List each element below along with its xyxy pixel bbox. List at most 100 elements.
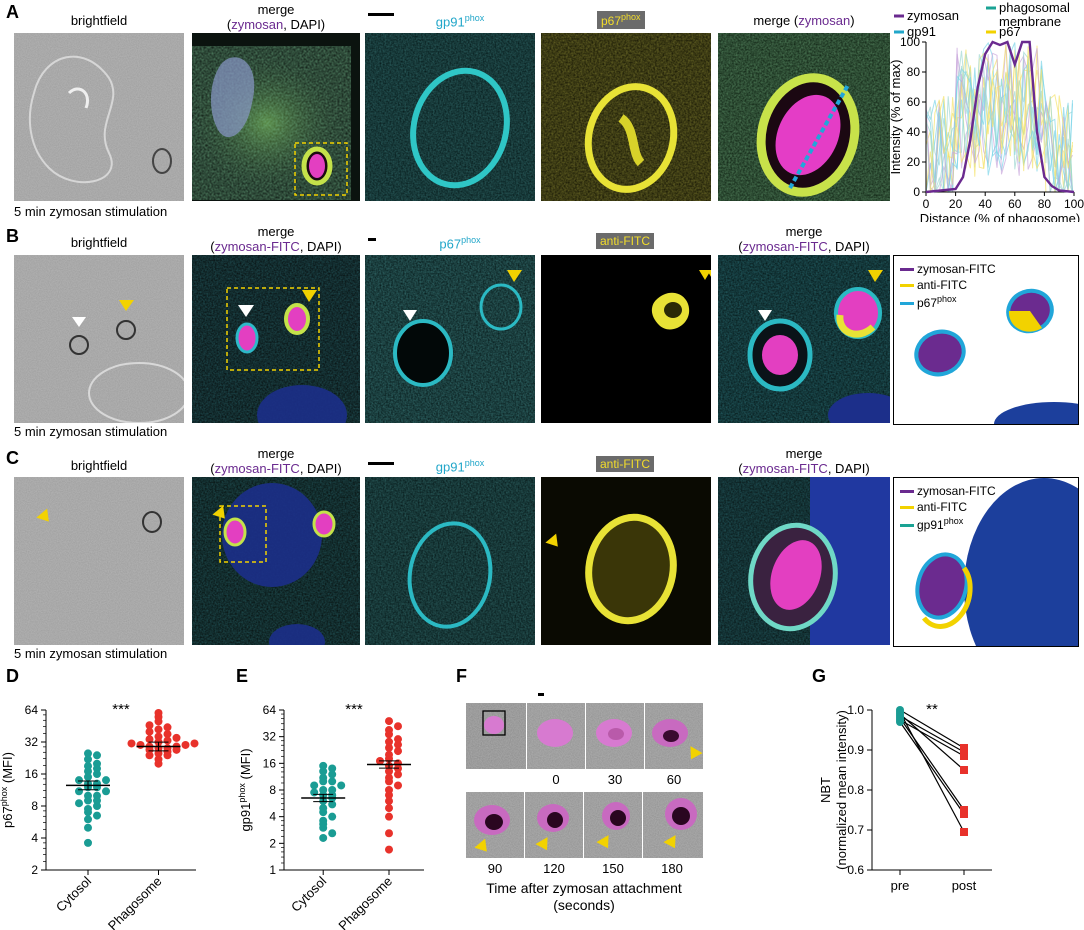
y-tick-label-a: 60 xyxy=(907,95,921,109)
frame-f-150 xyxy=(584,792,642,858)
merge-title-a: merge xyxy=(257,2,295,17)
label-brightfield-c: brightfield xyxy=(70,458,128,473)
pair-line xyxy=(899,721,965,815)
data-point-cytosol xyxy=(319,773,328,782)
data-point-phagosome xyxy=(385,845,393,854)
data-point-cytosol xyxy=(319,767,328,776)
data-point-post xyxy=(960,828,968,836)
data-point-cytosol xyxy=(319,761,328,770)
chart-g: 0.6 0.7 0.8 0.9 1.0 pre post ** NBT (normalized m… xyxy=(818,701,992,893)
y-tick-label-g: 0.8 xyxy=(847,783,864,797)
data-point-cytosol xyxy=(328,812,337,821)
y-tick-label: 4 xyxy=(31,831,38,845)
legend-label-a: p67 xyxy=(999,24,1021,39)
xlabel-f-2: (seconds) xyxy=(553,897,615,913)
y-axis-label-g-1: NBT xyxy=(818,777,833,803)
image-p67-a xyxy=(541,33,711,201)
data-point-cytosol xyxy=(319,786,328,794)
frame-f-120 xyxy=(525,792,583,858)
profile-trace-9 xyxy=(925,44,1073,193)
panel-letter-g: G xyxy=(812,666,827,686)
panel-letter-e: E xyxy=(236,666,249,686)
data-point-phagosome xyxy=(385,737,393,746)
x-axis-label-a: Distance (% of phagosome) xyxy=(920,211,1080,222)
data-point-cytosol xyxy=(310,781,319,790)
data-point-phagosome xyxy=(394,735,402,744)
data-point-cytosol xyxy=(102,776,110,785)
data-point-phagosome xyxy=(154,708,163,717)
data-point-cytosol xyxy=(319,816,328,825)
data-point-phagosome xyxy=(394,740,402,749)
pair-line xyxy=(899,715,965,753)
pair-line xyxy=(899,713,965,771)
data-point-cytosol xyxy=(328,786,337,794)
schematic-c: zymosan-FITC anti-FITC gp91phox xyxy=(893,477,1079,647)
footnote-a: 5 min zymosan stimulation xyxy=(14,204,168,219)
image-antifitc-b xyxy=(541,255,711,423)
data-point-cytosol xyxy=(93,811,101,820)
data-point-cytosol xyxy=(84,755,92,764)
data-point-phagosome xyxy=(154,755,163,764)
data-point-cytosol xyxy=(319,833,328,842)
data-point-cytosol xyxy=(328,800,337,809)
data-point-cytosol xyxy=(93,751,101,760)
data-point-cytosol xyxy=(328,777,337,786)
data-point-phagosome xyxy=(385,717,393,726)
merge-sub-a: (zymosan, DAPI) xyxy=(226,17,326,32)
panel-letter-c: C xyxy=(6,448,19,468)
legend-label-a: phagosomal xyxy=(999,0,1070,15)
frame-f-60 xyxy=(645,703,703,769)
frame-f-0 xyxy=(527,703,585,769)
data-point-pre xyxy=(896,708,904,716)
arrowhead-white-icon xyxy=(72,317,86,327)
label-brightfield-b: brightfield xyxy=(70,235,128,250)
data-point-phagosome xyxy=(385,829,393,838)
y-tick-label-a: 20 xyxy=(907,155,921,169)
data-point-phagosome xyxy=(154,732,163,741)
time-f-60: 60 xyxy=(666,772,682,787)
x-tick-label-a: 20 xyxy=(949,197,963,211)
data-point-phagosome xyxy=(145,721,154,730)
x-tick-label-a: 80 xyxy=(1038,197,1052,211)
data-point-post xyxy=(960,810,968,818)
label-antifitc-c: anti-FITC xyxy=(596,456,655,472)
data-point-cytosol xyxy=(75,776,83,785)
footnote-c: 5 min zymosan stimulation xyxy=(14,646,168,661)
frame-f-30 xyxy=(586,703,644,769)
data-point-phagosome xyxy=(145,727,154,736)
scale-bar-b xyxy=(368,238,376,241)
xlabel-f-1: Time after zymosan attachment xyxy=(486,880,682,896)
legend-label-a: gp91 xyxy=(907,24,936,39)
significance-stars-g: ** xyxy=(926,701,938,718)
data-point-cytosol xyxy=(337,781,346,790)
y-tick-label: 8 xyxy=(269,783,276,797)
schematic-b: zymosan-FITC anti-FITC p67phox xyxy=(893,255,1079,425)
image-gp91-a xyxy=(365,33,535,201)
data-point-phagosome xyxy=(163,730,172,739)
time-f-30: 30 xyxy=(607,772,623,787)
image-brightfield-b xyxy=(14,255,184,423)
y-tick-label: 64 xyxy=(25,703,39,717)
image-merge2-a xyxy=(718,33,890,201)
x-tick-label-cytosol: Cytosol xyxy=(53,873,94,914)
label-merge-b: merge (zymosan-FITC, DAPI) xyxy=(210,224,342,254)
label-antifitc-b: anti-FITC xyxy=(596,233,655,249)
data-point-cytosol xyxy=(84,791,92,800)
image-brightfield-c xyxy=(14,477,184,645)
x-tick-label-post: post xyxy=(952,878,977,893)
image-merge-a xyxy=(192,33,360,201)
data-point-cytosol xyxy=(319,804,328,813)
x-tick-label-pre: pre xyxy=(891,878,910,893)
data-point-cytosol xyxy=(102,787,110,796)
data-point-phagosome xyxy=(394,781,402,790)
data-point-phagosome xyxy=(385,786,393,794)
data-point-phagosome xyxy=(154,725,163,734)
time-f-120: 120 xyxy=(543,861,565,876)
image-brightfield-a xyxy=(14,33,184,201)
y-tick-label-a: 80 xyxy=(907,65,921,79)
y-tick-label: 2 xyxy=(269,836,276,850)
time-f-150: 150 xyxy=(602,861,624,876)
time-f-90: 90 xyxy=(487,861,503,876)
y-tick-label: 32 xyxy=(25,735,39,749)
data-point-phagosome xyxy=(181,740,190,749)
